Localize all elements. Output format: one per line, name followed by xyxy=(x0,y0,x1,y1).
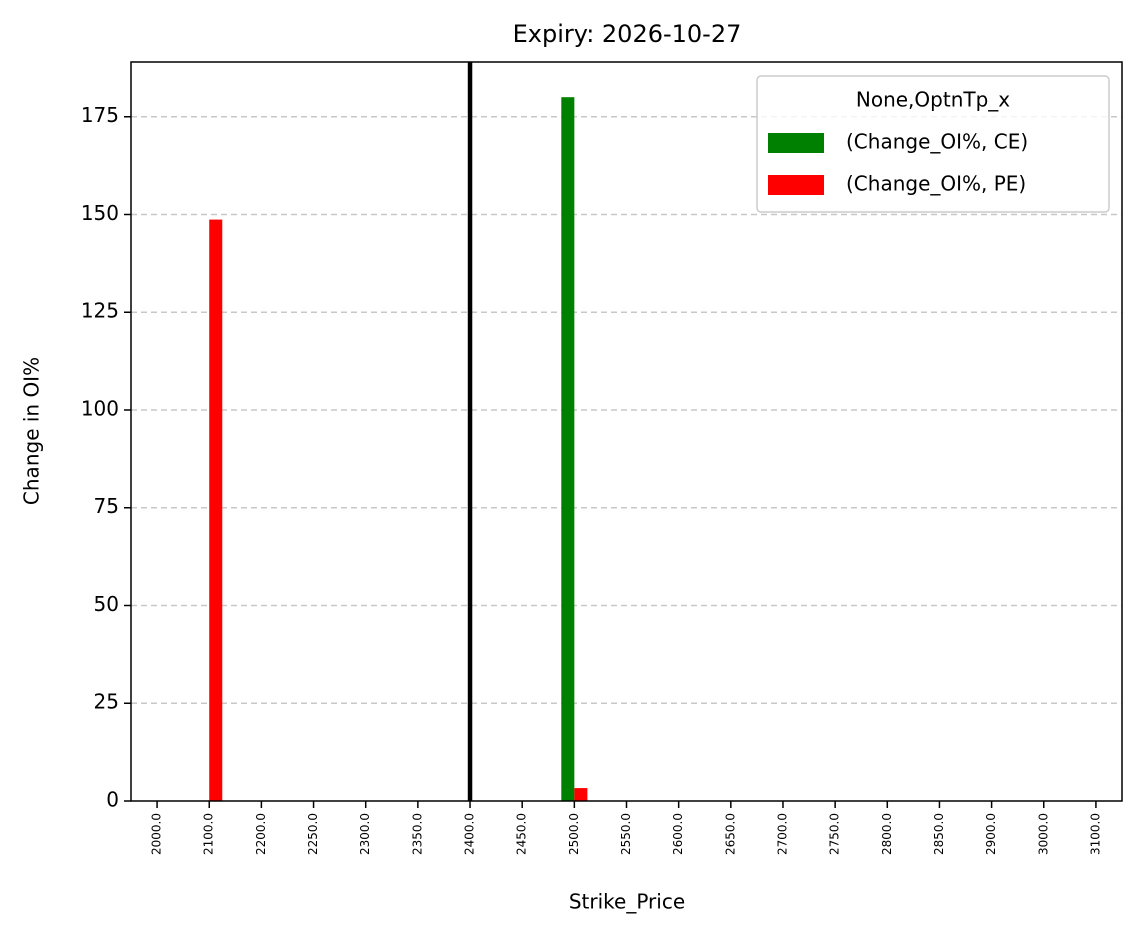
x-tick-label: 2750.0 xyxy=(828,813,842,855)
x-tick-label: 2550.0 xyxy=(619,813,633,855)
x-tick-label: 2500.0 xyxy=(567,813,581,855)
legend-label: (Change_OI%, PE) xyxy=(846,172,1026,196)
legend-box xyxy=(756,75,1110,213)
bar xyxy=(574,788,588,801)
y-tick-label: 75 xyxy=(94,494,119,518)
chart-title: Expiry: 2026-10-27 xyxy=(513,20,742,48)
x-tick-label: 2000.0 xyxy=(150,813,164,855)
bar xyxy=(561,97,575,801)
y-tick-label: 50 xyxy=(94,592,119,616)
x-axis-label: Strike_Price xyxy=(569,890,685,914)
x-tick-label: 2300.0 xyxy=(358,813,372,855)
legend-title: None,OptnTp_x xyxy=(856,88,1010,112)
x-tick-label: 2350.0 xyxy=(410,813,424,855)
x-tick-label: 2800.0 xyxy=(880,813,894,855)
y-tick-label: 175 xyxy=(81,103,119,127)
x-tick-label: 2250.0 xyxy=(306,813,320,855)
x-tick-label: 2100.0 xyxy=(202,813,216,855)
x-tick-label: 2850.0 xyxy=(932,813,946,855)
y-axis-label: Change in OI% xyxy=(20,357,44,505)
x-tick-label: 2450.0 xyxy=(515,813,529,855)
x-tick-label: 2900.0 xyxy=(984,813,998,855)
x-tick-label: 2400.0 xyxy=(463,813,477,855)
legend-swatch xyxy=(768,175,824,195)
x-tick-label: 2650.0 xyxy=(723,813,737,855)
y-tick-label: 25 xyxy=(94,690,119,714)
y-tick-label: 100 xyxy=(81,396,119,420)
plot-frame xyxy=(130,61,1123,802)
bar xyxy=(209,219,223,801)
x-tick-label: 3100.0 xyxy=(1088,813,1102,855)
x-tick-label: 2600.0 xyxy=(671,813,685,855)
y-tick-label: 125 xyxy=(81,299,119,323)
x-tick-label: 2700.0 xyxy=(775,813,789,855)
legend-swatch xyxy=(768,133,824,153)
x-tick-label: 2200.0 xyxy=(254,813,268,855)
y-tick-label: 0 xyxy=(106,788,119,812)
y-tick-label: 150 xyxy=(81,201,119,225)
legend-label: (Change_OI%, CE) xyxy=(846,130,1028,154)
x-tick-label: 3000.0 xyxy=(1036,813,1050,855)
